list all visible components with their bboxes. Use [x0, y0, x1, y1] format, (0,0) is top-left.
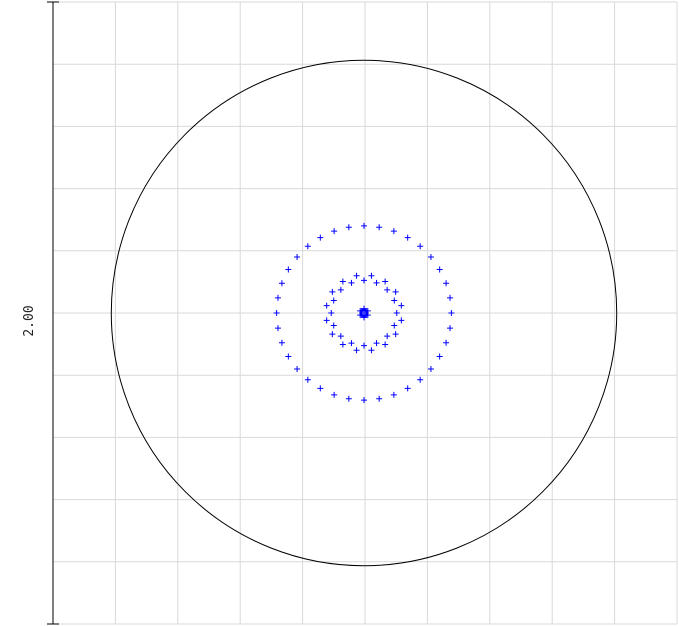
spot-point: [278, 280, 285, 287]
spot-point: [448, 310, 455, 316]
spot-point: [323, 302, 330, 309]
spot-point: [361, 277, 367, 284]
spot-point: [436, 266, 443, 273]
spot-point: [376, 224, 383, 231]
spot-point: [368, 272, 375, 279]
spot-point: [317, 385, 324, 392]
spot-point: [273, 310, 280, 316]
chief-ray-marker: [359, 308, 369, 318]
spot-point: [361, 222, 367, 229]
spot-point: [353, 272, 360, 279]
spot-point: [345, 224, 352, 231]
spot-point: [427, 365, 434, 372]
spot-point: [331, 391, 338, 398]
spot-point: [443, 339, 450, 346]
spot-point: [329, 288, 336, 295]
scale-bar: 2.00: [22, 1, 59, 625]
spot-point: [373, 340, 380, 347]
spot-point: [304, 243, 311, 250]
spot-point: [404, 385, 411, 392]
spot-point: [373, 279, 380, 286]
spot-point: [447, 294, 454, 301]
spot-point: [274, 294, 281, 301]
reference-circle: [110, 59, 618, 567]
spot-point: [384, 333, 391, 340]
spot-point: [278, 339, 285, 346]
spot-point: [391, 322, 398, 329]
spot-point: [345, 395, 352, 402]
spot-point: [328, 310, 335, 316]
spot-point: [348, 279, 355, 286]
spot-point: [331, 228, 338, 235]
spot-point: [427, 254, 434, 261]
spot-point: [392, 331, 399, 338]
spot-point: [337, 333, 344, 340]
spot-point: [294, 365, 301, 372]
spot-point: [390, 391, 397, 398]
spot-point: [330, 322, 337, 329]
spot-point: [339, 341, 346, 348]
spot-point: [417, 243, 424, 250]
spot-point: [417, 376, 424, 383]
spot-point: [436, 353, 443, 360]
spot-point: [390, 228, 397, 235]
spot-point: [348, 340, 355, 347]
spot-point: [384, 286, 391, 293]
spot-point: [398, 302, 405, 309]
spot-point: [391, 297, 398, 304]
spot-point: [443, 280, 450, 287]
spot-point: [382, 278, 389, 285]
spot-point: [393, 310, 400, 316]
spot-point: [368, 347, 375, 354]
spot-point: [330, 297, 337, 304]
spot-point: [317, 234, 324, 241]
spot-point: [361, 342, 367, 349]
spot-point: [398, 317, 405, 324]
scale-label: 2.00: [22, 305, 37, 336]
spot-point: [392, 288, 399, 295]
spot-point: [294, 254, 301, 261]
spot-point: [285, 353, 292, 360]
spot-point: [304, 376, 311, 383]
spot-point: [382, 341, 389, 348]
spot-point: [323, 317, 330, 324]
spot-point: [447, 325, 454, 332]
spot-point: [353, 347, 360, 354]
grid: [52, 1, 678, 625]
spot-point: [376, 395, 383, 402]
spot-point: [285, 266, 292, 273]
spot-point: [337, 286, 344, 293]
spot-point: [361, 397, 367, 404]
spot-point: [404, 234, 411, 241]
spot-point: [339, 278, 346, 285]
spot-point: [329, 331, 336, 338]
spot-point: [274, 325, 281, 332]
